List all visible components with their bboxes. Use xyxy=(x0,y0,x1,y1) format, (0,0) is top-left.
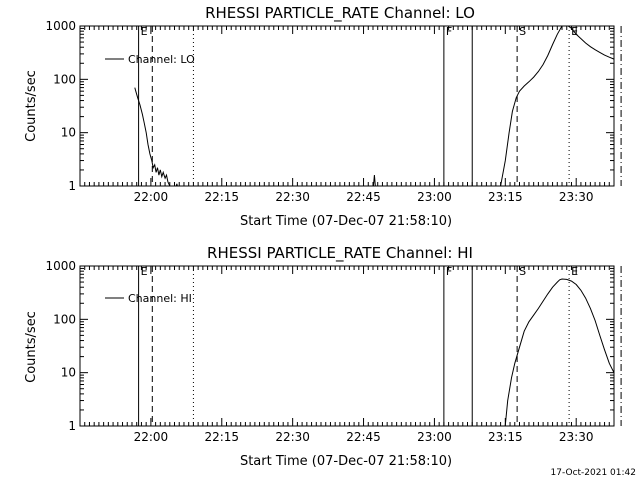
y-tick-label: 1 xyxy=(68,419,76,433)
series-line xyxy=(134,87,171,186)
x-tick-label: 22:30 xyxy=(275,190,310,204)
panel-hi-y-axis-label: Counts/sec xyxy=(24,311,39,383)
event-label: E xyxy=(141,265,148,278)
x-tick-label: 22:30 xyxy=(275,430,310,444)
event-label: E xyxy=(571,265,578,278)
panel-hi-x-axis-label: Start Time (07-Dec-07 21:58:10) xyxy=(240,454,452,469)
panel-lo-plot: 1 10 100 1000 22:00 22:15 22:30 22:45 23:00 23:15… xyxy=(45,19,622,204)
y-tick-label: 1000 xyxy=(45,19,76,33)
x-tick-label: 22:00 xyxy=(134,190,169,204)
event-label: S xyxy=(519,25,526,38)
y-tick-label: 1000 xyxy=(45,259,76,273)
panel-lo-y-axis-label: Counts/sec xyxy=(24,70,39,142)
event-label: E xyxy=(141,25,148,38)
event-label: S xyxy=(519,265,526,278)
panel-hi-plot: 1 10 100 1000 22:00 22:15 22:30 22:45 23:00 23:15… xyxy=(45,259,622,444)
y-tick-label: 1 xyxy=(68,179,76,193)
panel-hi-title: RHESSI PARTICLE_RATE Channel: HI xyxy=(207,244,473,263)
x-tick-label: 23:00 xyxy=(417,430,452,444)
series-line xyxy=(500,26,614,186)
x-tick-label: 22:15 xyxy=(204,430,239,444)
timestamp-label: 17-Oct-2021 01:42 xyxy=(551,468,636,478)
x-tick-label: 23:15 xyxy=(488,430,523,444)
x-tick-label: 22:00 xyxy=(134,430,169,444)
x-tick-label: 23:00 xyxy=(417,190,452,204)
x-tick-label: 22:45 xyxy=(346,430,381,444)
plot-frame xyxy=(79,265,615,427)
series-line xyxy=(175,183,178,186)
panel-hi-legend-label: Channel: HI xyxy=(128,292,192,305)
x-tick-label: 23:30 xyxy=(559,430,594,444)
x-tick-label: 22:45 xyxy=(346,190,381,204)
panel-lo-x-axis-label: Start Time (07-Dec-07 21:58:10) xyxy=(240,214,452,229)
plot-frame xyxy=(79,25,615,187)
x-tick-label: 22:15 xyxy=(204,190,239,204)
panel-lo-legend-label: Channel: LO xyxy=(128,53,195,66)
panel-hi: RHESSI PARTICLE_RATE Channel: HI 1101001… xyxy=(24,244,622,469)
panel-lo: RHESSI PARTICLE_RATE Channel: LO 1101001… xyxy=(24,4,622,229)
event-label: F xyxy=(446,265,452,278)
event-label: F xyxy=(446,25,452,38)
y-tick-label: 100 xyxy=(53,312,76,326)
y-tick-label: 10 xyxy=(61,366,76,380)
series-line xyxy=(372,175,376,186)
y-tick-label: 100 xyxy=(53,72,76,86)
x-tick-label: 23:15 xyxy=(488,190,523,204)
panel-lo-title: RHESSI PARTICLE_RATE Channel: LO xyxy=(205,4,475,23)
y-tick-label: 10 xyxy=(61,126,76,140)
series-line xyxy=(504,278,614,426)
x-tick-label: 23:30 xyxy=(559,190,594,204)
